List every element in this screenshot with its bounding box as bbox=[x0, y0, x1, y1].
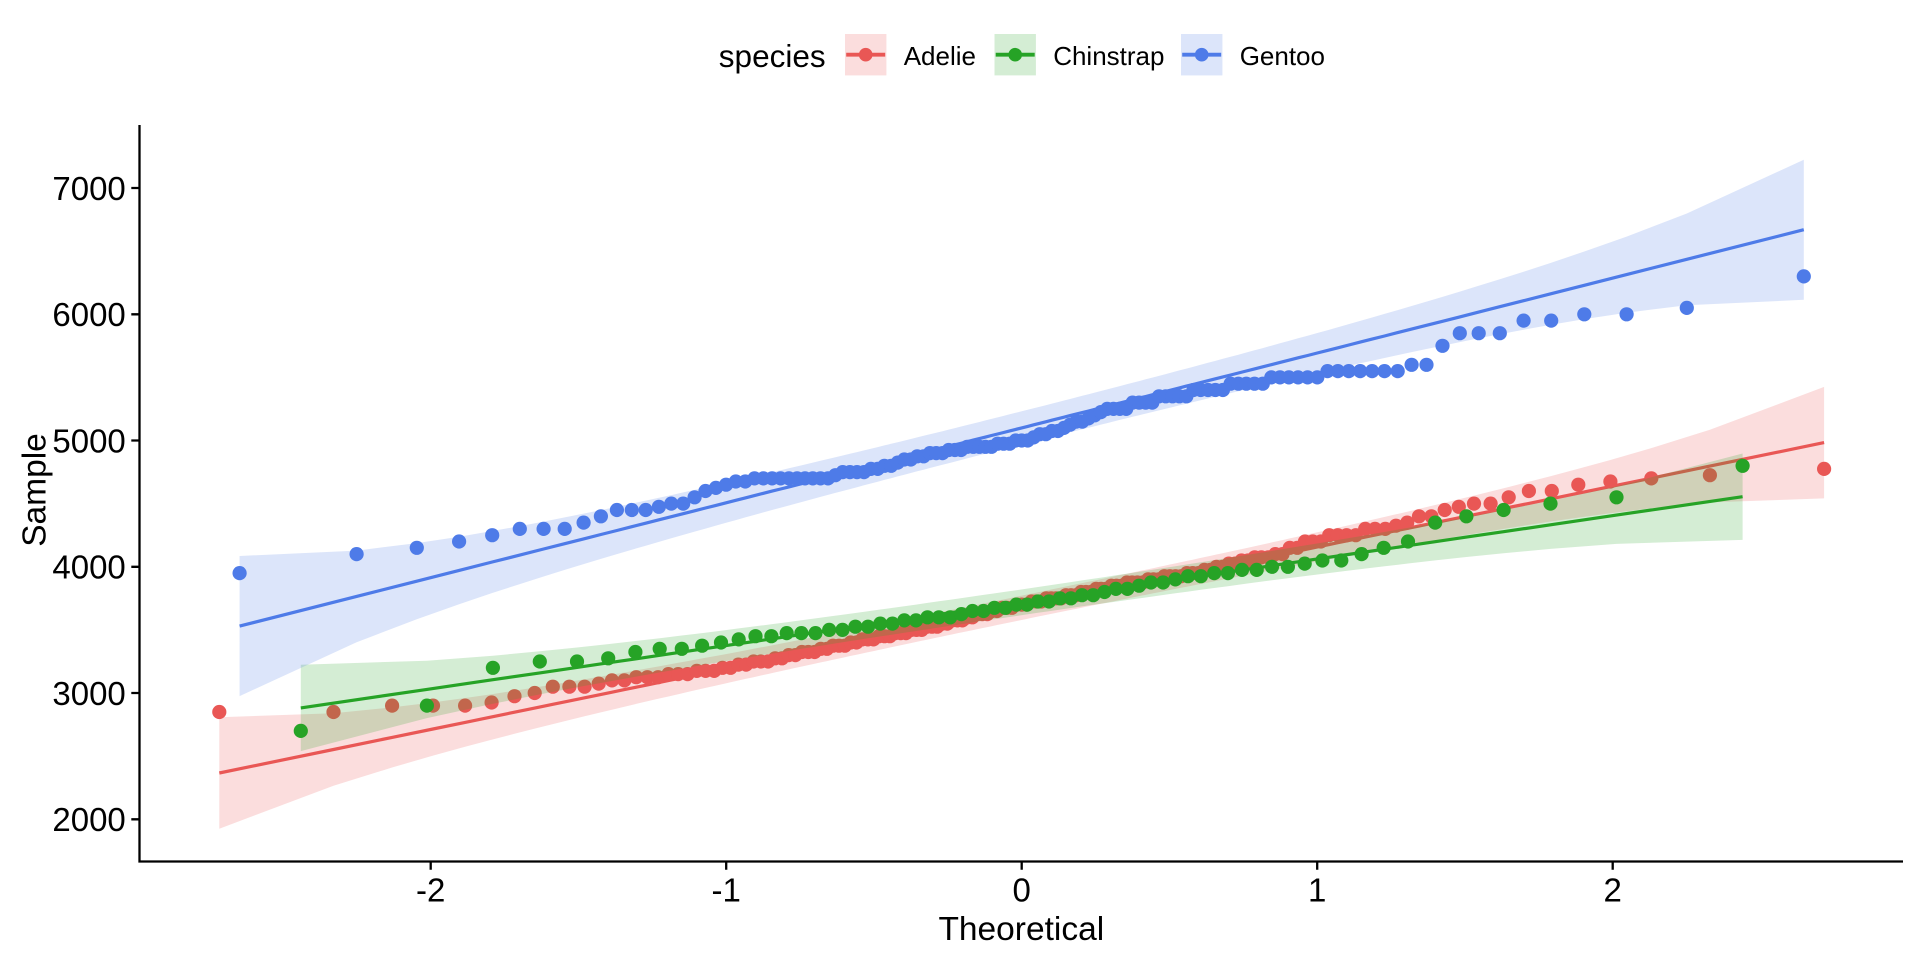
svg-text:-2: -2 bbox=[416, 872, 445, 909]
svg-text:2000: 2000 bbox=[52, 801, 125, 838]
svg-text:Gentoo: Gentoo bbox=[1240, 41, 1325, 71]
svg-text:Sample: Sample bbox=[17, 433, 54, 547]
svg-text:4000: 4000 bbox=[52, 549, 125, 586]
svg-text:7000: 7000 bbox=[52, 170, 125, 207]
svg-text:Theoretical: Theoretical bbox=[938, 911, 1104, 948]
svg-text:Adelie: Adelie bbox=[904, 41, 976, 71]
svg-text:2: 2 bbox=[1604, 872, 1622, 909]
svg-text:0: 0 bbox=[1013, 872, 1031, 909]
svg-text:Chinstrap: Chinstrap bbox=[1053, 41, 1164, 71]
svg-text:1: 1 bbox=[1308, 872, 1326, 909]
svg-text:6000: 6000 bbox=[52, 296, 125, 333]
svg-text:-1: -1 bbox=[712, 872, 741, 909]
svg-text:3000: 3000 bbox=[52, 675, 125, 712]
svg-text:species: species bbox=[719, 38, 826, 74]
svg-text:5000: 5000 bbox=[52, 422, 125, 459]
